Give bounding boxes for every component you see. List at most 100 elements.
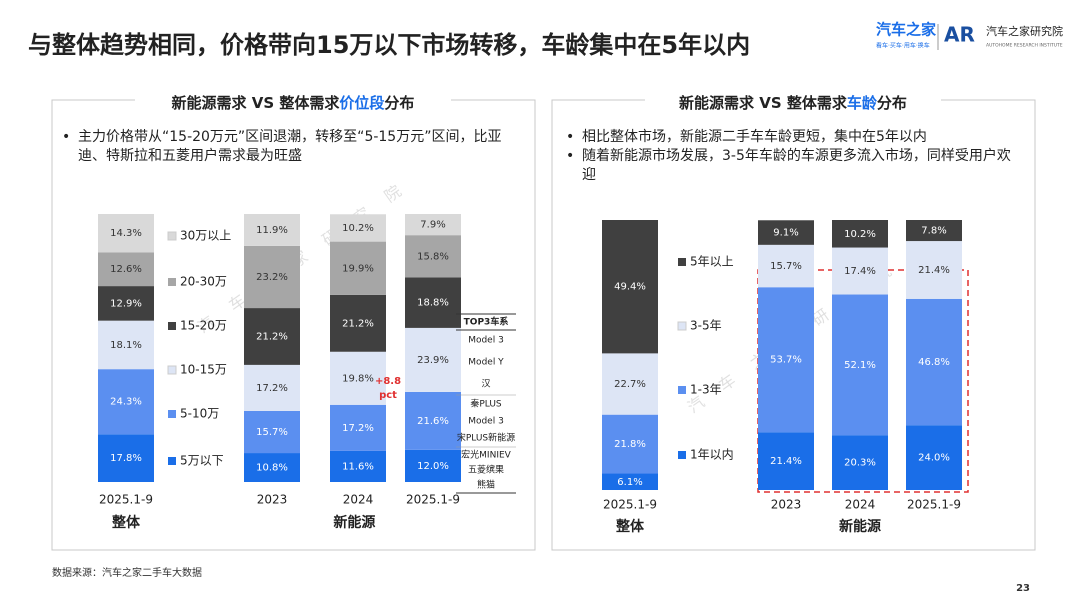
table-cell: Model 3 xyxy=(468,417,504,427)
value-label: 12.0% xyxy=(417,461,449,472)
legend-swatch xyxy=(168,278,176,286)
legend-swatch xyxy=(168,410,176,418)
group-label: 整体 xyxy=(615,518,645,535)
slide-title: 与整体趋势相同，价格带向15万以下市场转移，车龄集中在5年以内 xyxy=(28,31,750,59)
table-cell: 五菱缤果 xyxy=(468,464,504,476)
value-label: 15.8% xyxy=(417,251,449,262)
bar-segment xyxy=(906,425,962,490)
value-label: 17.2% xyxy=(342,423,374,434)
bar-segment xyxy=(98,214,154,253)
bullet: 主力价格带从“15-20万元”区间退潮，转移至“5-15万元”区间，比亚迪、特斯… xyxy=(62,128,512,166)
value-label: 10.2% xyxy=(342,223,374,234)
bar-segment xyxy=(330,404,386,451)
bar-segment xyxy=(98,252,154,287)
bar-segment xyxy=(98,286,154,321)
table-cell: 宋PLUS新能源 xyxy=(457,432,515,444)
bullet: 相比整体市场，新能源二手车车龄更短，集中在5年以内 xyxy=(566,128,1016,147)
table-cell: 熊猫 xyxy=(477,479,495,491)
value-label: 49.4% xyxy=(614,282,646,293)
legend-label: 1-3年 xyxy=(690,383,722,397)
value-label: 19.9% xyxy=(342,263,374,274)
value-label: 21.2% xyxy=(342,318,374,329)
bar-segment xyxy=(405,277,461,328)
legend-label: 15-20万 xyxy=(180,319,227,333)
value-label: 24.3% xyxy=(110,397,142,408)
value-label: 10.8% xyxy=(256,463,288,474)
value-label: 15.7% xyxy=(770,261,802,272)
bar-segment xyxy=(244,214,300,246)
bar-segment xyxy=(758,244,814,288)
bar-segment xyxy=(602,473,658,490)
value-label: 7.8% xyxy=(921,226,946,237)
bar-segment xyxy=(405,214,461,236)
legend-swatch xyxy=(678,258,686,266)
table-cell: 秦PLUS xyxy=(470,398,502,410)
legend-swatch xyxy=(677,321,687,331)
bar-segment xyxy=(758,220,814,245)
value-label: 15.7% xyxy=(256,427,288,438)
bar-segment xyxy=(758,287,814,433)
logo-main: 汽车之家 xyxy=(876,21,936,39)
group-label: 整体 xyxy=(111,514,141,531)
value-label: 11.6% xyxy=(342,461,374,472)
bar-segment xyxy=(405,327,461,392)
logo-tagline: 看车·买车·用车·换车 xyxy=(876,42,930,50)
x-tick-label: 2025.1-9 xyxy=(603,498,657,512)
value-label: 12.9% xyxy=(110,298,142,309)
legend-label: 30万以上 xyxy=(180,229,231,243)
value-label: 24.0% xyxy=(918,453,950,464)
bar-segment xyxy=(244,453,300,482)
table-header: TOP3车系 xyxy=(464,316,509,328)
legend-label: 5年以上 xyxy=(690,255,734,269)
value-label: 23.2% xyxy=(256,272,288,283)
logo-mark: AR xyxy=(944,23,975,47)
legend-label: 10-15万 xyxy=(180,363,227,377)
value-label: 14.3% xyxy=(110,228,142,239)
panel-title: 新能源需求 VS 整体需求价位段分布 xyxy=(172,94,415,112)
value-label: 21.8% xyxy=(614,439,646,450)
bar-segment xyxy=(832,220,888,248)
x-tick-label: 2024 xyxy=(845,498,876,512)
bar-segment xyxy=(330,450,386,482)
value-label: 21.6% xyxy=(417,416,449,427)
legend-swatch xyxy=(167,231,177,241)
logo-institute-en: AUTOHOME RESEARCH INSTITUTE xyxy=(986,43,1063,49)
bar-segment xyxy=(98,369,154,435)
legend-label: 5-10万 xyxy=(180,407,219,421)
value-label: 21.2% xyxy=(256,331,288,342)
value-label: 10.2% xyxy=(844,229,876,240)
bar-segment xyxy=(906,241,962,299)
x-tick-label: 2024 xyxy=(343,493,374,507)
x-tick-label: 2025.1-9 xyxy=(907,498,961,512)
legend-swatch xyxy=(678,451,686,459)
value-label: 17.2% xyxy=(256,383,288,394)
bar-segment xyxy=(602,353,658,415)
legend-label: 3-5年 xyxy=(690,319,722,333)
value-label: 21.4% xyxy=(918,265,950,276)
bar-segment xyxy=(602,414,658,474)
value-label: 6.1% xyxy=(617,477,642,488)
legend-label: 1年以内 xyxy=(690,448,734,462)
bar-segment xyxy=(244,308,300,365)
legend-swatch xyxy=(168,457,176,465)
bar-segment xyxy=(602,220,658,354)
bar-segment xyxy=(832,247,888,295)
group-label: 新能源 xyxy=(839,518,881,535)
x-tick-label: 2023 xyxy=(771,498,802,512)
legend-label: 20-30万 xyxy=(180,275,227,289)
value-label: 11.9% xyxy=(256,225,288,236)
panel-title-bg xyxy=(135,90,451,114)
annotation: pct xyxy=(379,390,397,401)
bar-segment xyxy=(244,410,300,454)
bar-segment xyxy=(906,220,962,242)
bar-segment xyxy=(758,432,814,490)
value-label: 23.9% xyxy=(417,355,449,366)
panel-title-bg xyxy=(645,90,941,114)
source-note: 数据来源：汽车之家二手车大数据 xyxy=(52,566,202,579)
value-label: 18.8% xyxy=(417,298,449,309)
bar-segment xyxy=(244,245,300,309)
bar-segment xyxy=(405,235,461,278)
bar-segment xyxy=(832,294,888,436)
bar-segment xyxy=(405,391,461,450)
value-label: 18.1% xyxy=(110,340,142,351)
